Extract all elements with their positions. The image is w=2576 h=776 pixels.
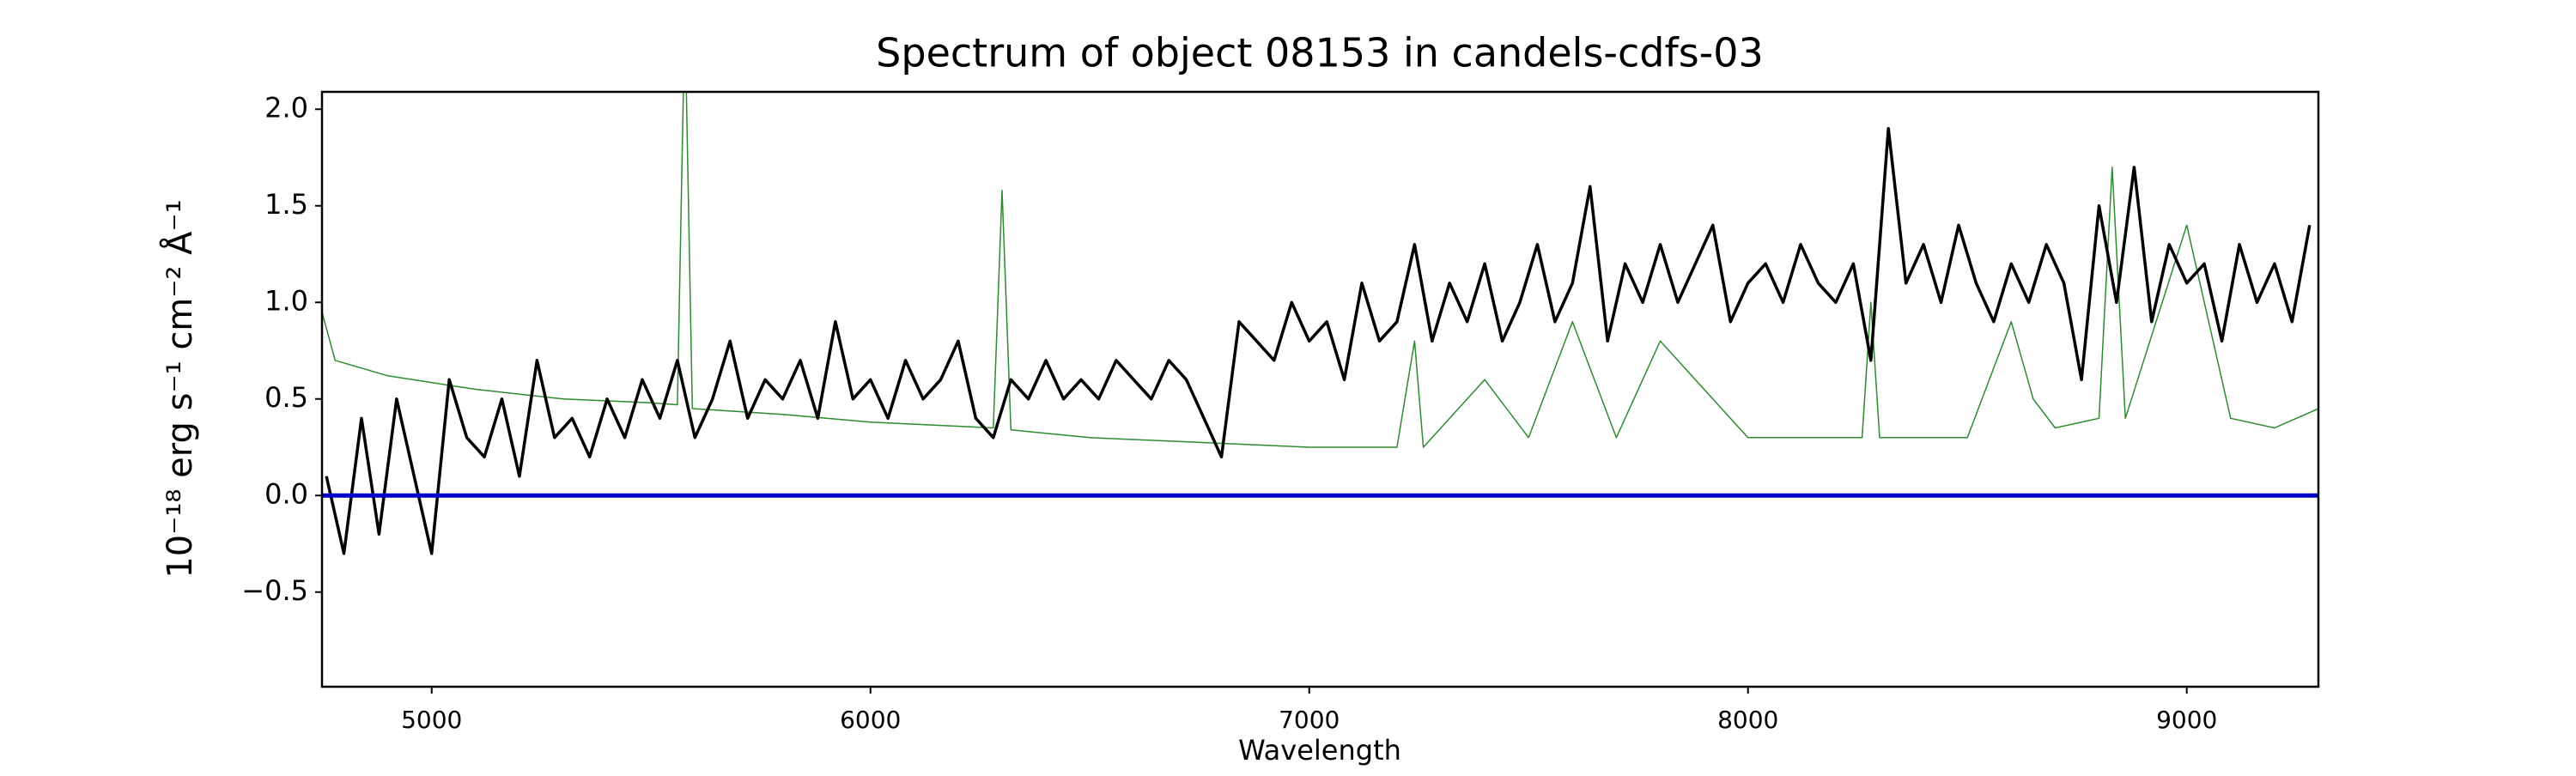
y-tick-label: 1.5 [264, 188, 308, 221]
y-tick-label: −0.5 [241, 574, 308, 607]
x-axis-label: Wavelength [1238, 734, 1401, 767]
x-tick-label: 7000 [1279, 706, 1340, 734]
y-tick-label: 2.0 [264, 91, 308, 124]
plot-area [322, 92, 2318, 555]
y-tick-label: 0.5 [264, 381, 308, 414]
y-tick-label: 1.0 [264, 284, 308, 317]
chart-title: Spectrum of object 08153 in candels-cdfs… [876, 30, 1764, 76]
spectrum-line [325, 127, 2312, 555]
x-tick-label: 5000 [401, 706, 462, 734]
y-tick-label: 0.0 [264, 477, 308, 510]
x-tick-label: 6000 [840, 706, 901, 734]
x-tick-label: 9000 [2156, 706, 2217, 734]
x-tick-label: 8000 [1717, 706, 1778, 734]
spectrum-line [322, 92, 2318, 448]
axes-frame [320, 90, 2320, 688]
y-axis-label: 10⁻¹⁸ erg s⁻¹ cm⁻² Å⁻¹ [159, 199, 200, 578]
